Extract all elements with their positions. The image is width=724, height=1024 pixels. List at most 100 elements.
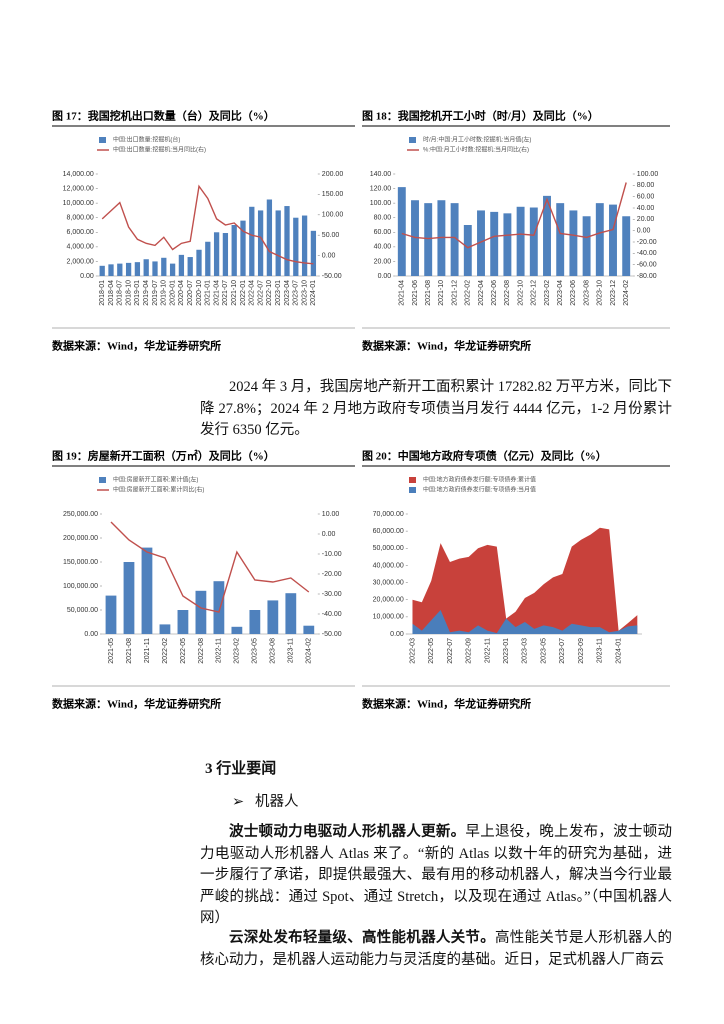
area	[412, 527, 638, 634]
y-tick-label: 12,000.00	[63, 185, 94, 192]
figure-source: 数据来源：Wind，华龙证券研究所	[362, 339, 531, 353]
y2-tick-label: 10.00	[322, 511, 340, 518]
x-tick-label: 2019-04	[143, 280, 150, 306]
legend-swatch	[409, 477, 416, 483]
y2-tick-label: -80.00	[637, 273, 657, 280]
bar	[463, 225, 472, 276]
x-tick-label: 2022-04	[478, 280, 485, 306]
line	[110, 521, 310, 613]
x-tick-label: 2021-10	[438, 280, 445, 306]
y-tick-label: 40.00	[374, 244, 392, 251]
x-tick-label: 2022-09	[466, 638, 473, 664]
x-tick-label: 2023-03	[522, 638, 529, 664]
bar	[503, 213, 512, 276]
legend-swatch	[409, 487, 416, 493]
x-tick-label: 2018-10	[125, 280, 132, 306]
bar	[582, 216, 591, 276]
bullet: ➢ 机器人	[232, 792, 704, 814]
bar	[303, 625, 315, 634]
bar	[222, 233, 229, 276]
legend-label: 时/月:中国:月工小时数:挖掘机:当月值(左)	[423, 136, 531, 144]
y-tick-label: 4,000.00	[67, 244, 94, 251]
bar	[516, 206, 525, 276]
x-tick-label: 2021-01	[205, 280, 212, 306]
y2-tick-label: 150.00	[322, 191, 344, 198]
y-tick-label: 120.00	[370, 185, 392, 192]
y-tick-label: 20.00	[374, 258, 392, 265]
x-tick-label: 2022-10	[517, 280, 524, 306]
y-tick-label: 50,000.00	[373, 545, 404, 552]
y2-tick-label: -10.00	[322, 551, 342, 558]
x-tick-label: 2023-06	[570, 280, 577, 306]
bar	[285, 593, 297, 634]
y-tick-label: 60,000.00	[373, 528, 404, 535]
x-tick-label: 2022-08	[504, 280, 511, 306]
y-tick-label: 0.00	[378, 273, 392, 280]
y-tick-label: 150,000.00	[63, 559, 98, 566]
bar	[284, 206, 290, 276]
bullet-icon: ➢	[232, 794, 245, 810]
bar	[267, 600, 279, 634]
y-tick-label: 0.00	[80, 273, 94, 280]
bar	[105, 595, 117, 634]
y2-tick-label: 100.00	[322, 212, 344, 219]
bar	[556, 203, 565, 276]
bar	[609, 204, 617, 276]
x-tick-label: 2021-11	[144, 638, 151, 663]
legend-label: %:中国:月工小时数:挖掘机:当月同比(右)	[423, 146, 529, 154]
bar	[117, 263, 123, 276]
x-tick-label: 2022-11	[484, 638, 491, 663]
x-tick-label: 2022-06	[491, 280, 498, 306]
x-tick-label: 2022-01	[240, 280, 247, 306]
section-heading: 3 行业要闻	[205, 761, 277, 777]
bar	[134, 262, 141, 276]
line	[101, 184, 314, 265]
bar	[213, 581, 225, 634]
y2-tick-label: 0.00	[322, 531, 336, 538]
bar	[240, 220, 246, 276]
bar	[143, 259, 149, 276]
x-tick-label: 2023-08	[270, 638, 277, 664]
x-tick-label: 2023-07	[559, 638, 566, 664]
news-lead: 云深处发布轻量级、高性能机器人关节。	[229, 930, 495, 946]
figure-source: 数据来源：Wind，华龙证券研究所	[52, 339, 221, 353]
x-tick-label: 2022-07	[447, 638, 454, 664]
y-tick-label: 100.00	[370, 200, 392, 207]
x-tick-label: 2023-04	[557, 280, 564, 306]
figure-title: 图 18：我国挖机开工小时（时/月）及同比（%）	[362, 109, 599, 123]
y-tick-label: 20,000.00	[373, 597, 404, 604]
x-tick-label: 2021-08	[425, 280, 432, 306]
paragraph: 2024 年 3 月，我国房地产新开工面积累计 17282.82 万平方米，同比…	[200, 379, 672, 438]
bar	[161, 257, 167, 276]
y-tick-label: 70,000.00	[373, 511, 404, 518]
x-tick-label: 2019-01	[134, 280, 141, 306]
bar	[595, 203, 604, 276]
x-tick-label: 2023-07	[293, 280, 300, 306]
y-tick-label: 14,000.00	[63, 171, 94, 178]
x-tick-label: 2024-02	[306, 638, 313, 664]
y-tick-label: 140.00	[370, 171, 392, 178]
legend-swatch	[99, 137, 106, 143]
y2-tick-label: 50.00	[322, 232, 340, 239]
bar	[123, 562, 135, 634]
bar	[529, 207, 538, 276]
y2-tick-label: -40.00	[637, 250, 657, 257]
bar	[213, 232, 220, 276]
news-text: 早上退役，晚上发布，波士顿动力电驱动人形机器人 Atlas 来了。“新的 Atl…	[200, 824, 673, 926]
x-tick-label: 2021-04	[399, 280, 406, 306]
y-tick-label: 0.00	[84, 631, 98, 638]
bar	[99, 265, 105, 276]
figure-title: 图 20：中国地方政府专项债（亿元）及同比（%）	[362, 449, 607, 463]
news-text: 高性能关节是人形机器人的核心动力，是机器人运动能力与灵活度的基础。近日，足式机器…	[200, 930, 673, 968]
y2-tick-label: 100.00	[637, 171, 659, 178]
x-tick-label: 2021-08	[126, 638, 133, 664]
y2-tick-label: -30.00	[322, 591, 342, 598]
x-tick-label: 2021-07	[222, 280, 229, 306]
y-tick-label: 8,000.00	[67, 215, 94, 222]
x-tick-label: 2022-05	[180, 638, 187, 664]
bar	[266, 199, 273, 276]
x-tick-label: 2023-01	[503, 638, 510, 664]
news-item: 波士顿动力电驱动人形机器人更新。早上退役，晚上发布，波士顿动力电驱动人形机器人 …	[200, 822, 672, 930]
x-tick-label: 2023-11	[597, 638, 604, 663]
